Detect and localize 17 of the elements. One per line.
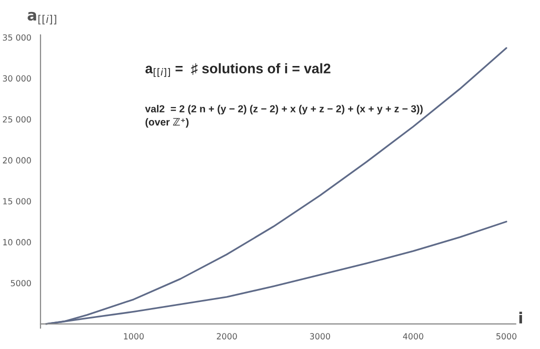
y-tick-label: 5000 <box>10 280 31 286</box>
y-tick-label: 30 000 <box>2 75 31 82</box>
x-tick-label: 3000 <box>310 333 330 340</box>
annotation: val2 = 2 (2 n + (y − 2) (z − 2) + x (y + z − 2) + (x + y + z − 3)) <box>145 104 423 114</box>
annotation: (over ℤ⁺) <box>146 118 189 128</box>
y-tick-label: 25 000 <box>2 116 31 123</box>
y-tick-label: 20 000 <box>2 157 31 164</box>
y-axis-title: a$_{[[i]]}$ <box>28 12 56 24</box>
x-tick-label: 4000 <box>403 333 424 340</box>
annotation: a$_{[[i]]}$ = ♯ solutions of i = val2 <box>145 63 330 77</box>
y-tick-label: 15 000 <box>3 198 31 204</box>
x-tick-label: 5000 <box>496 333 516 340</box>
y-tick-label: 35 000 <box>2 34 31 41</box>
y-tick-label: 10 000 <box>3 239 31 246</box>
x-axis-title: i <box>519 312 522 324</box>
x-tick-label: 1000 <box>124 333 144 340</box>
x-tick-label: 2000 <box>216 333 237 340</box>
